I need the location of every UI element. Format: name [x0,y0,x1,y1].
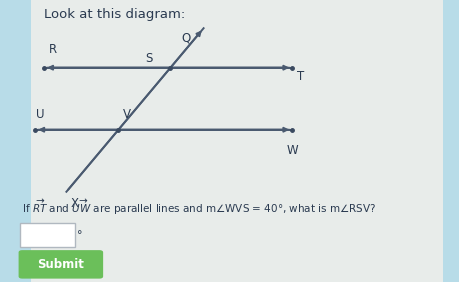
FancyBboxPatch shape [31,0,442,282]
Text: T: T [297,70,304,83]
Text: Q: Q [181,31,190,44]
FancyBboxPatch shape [19,250,103,279]
Text: Look at this diagram:: Look at this diagram: [44,8,185,21]
Text: U: U [36,108,44,121]
Text: If $\overrightarrow{RT}$ and $\overrightarrow{UW}$ are parallel lines and m$\ang: If $\overrightarrow{RT}$ and $\overright… [22,197,376,217]
Text: Submit: Submit [37,258,84,271]
FancyBboxPatch shape [20,223,75,247]
Text: V: V [123,108,131,121]
Text: S: S [146,52,153,65]
Text: °: ° [78,230,83,240]
Text: W: W [286,144,298,157]
Text: R: R [49,43,57,56]
Text: X: X [71,197,79,210]
